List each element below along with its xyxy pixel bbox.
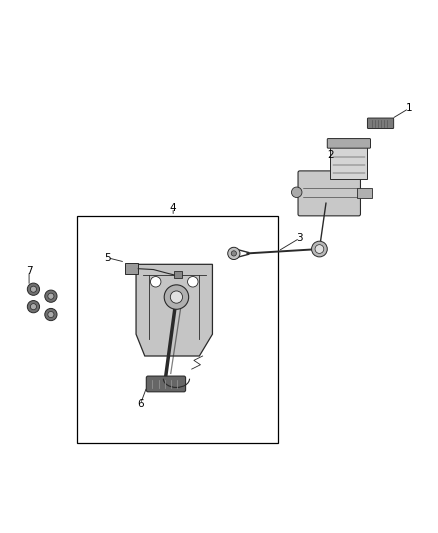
Circle shape — [48, 311, 54, 318]
Bar — [330, 147, 367, 179]
Circle shape — [170, 291, 183, 303]
FancyBboxPatch shape — [327, 139, 371, 148]
Circle shape — [45, 290, 57, 302]
Circle shape — [30, 304, 36, 310]
Circle shape — [30, 286, 36, 292]
Circle shape — [27, 301, 39, 313]
Text: 6: 6 — [137, 399, 144, 409]
Circle shape — [48, 293, 54, 299]
Circle shape — [228, 247, 240, 260]
Circle shape — [45, 309, 57, 321]
Text: 4: 4 — [170, 203, 177, 213]
Bar — [357, 188, 372, 198]
Circle shape — [164, 285, 189, 309]
Circle shape — [231, 251, 237, 256]
Text: 7: 7 — [26, 266, 32, 276]
Text: 2: 2 — [327, 150, 334, 160]
Circle shape — [311, 241, 327, 257]
Circle shape — [315, 245, 324, 253]
FancyBboxPatch shape — [146, 376, 186, 392]
Polygon shape — [136, 264, 212, 356]
Bar — [77, 216, 278, 443]
Circle shape — [291, 187, 302, 198]
FancyBboxPatch shape — [298, 171, 360, 216]
Bar — [174, 271, 182, 278]
Circle shape — [187, 277, 198, 287]
Bar — [125, 263, 138, 274]
Text: 1: 1 — [406, 103, 412, 114]
Circle shape — [150, 277, 161, 287]
Text: 5: 5 — [104, 253, 111, 263]
Text: 3: 3 — [297, 233, 303, 243]
Circle shape — [27, 283, 39, 295]
FancyBboxPatch shape — [367, 118, 394, 128]
